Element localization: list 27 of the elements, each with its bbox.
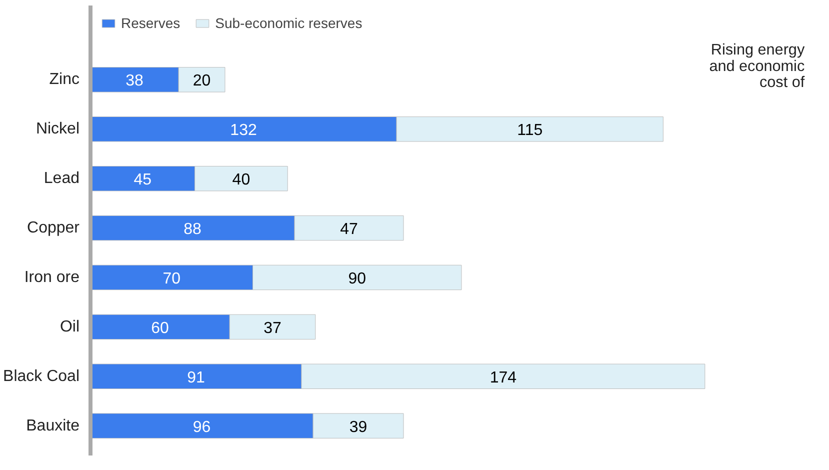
y-tick-label: Lead (44, 170, 80, 188)
y-tick-label: Bauxite (26, 417, 80, 434)
legend-label: Reserves (121, 15, 180, 31)
data-label: 91 (187, 369, 205, 386)
y-tick-label: Copper (27, 220, 80, 237)
data-label: 70 (162, 270, 181, 288)
y-tick-label: Zinc (49, 71, 80, 88)
y-tick-label: Oil (60, 318, 80, 336)
data-label: 38 (126, 72, 144, 90)
y-tick-label: Iron ore (24, 268, 80, 286)
data-label: 132 (230, 122, 257, 140)
data-label: 174 (490, 369, 517, 386)
data-label: 39 (349, 418, 368, 436)
data-label: 96 (192, 418, 211, 436)
data-label: 88 (184, 221, 202, 238)
data-label: 47 (340, 221, 358, 238)
data-label: 20 (192, 72, 211, 90)
data-label: 115 (517, 122, 543, 140)
data-label: 90 (348, 270, 366, 288)
data-label: 37 (264, 320, 282, 337)
text: Rising energy and economic cost of (709, 42, 806, 92)
data-label: 60 (151, 320, 170, 337)
y-tick-label: Nickel (36, 120, 80, 138)
y-tick-label: Black Coal (3, 368, 80, 385)
data-label: 45 (134, 172, 152, 189)
legend-label: Sub-economic reserves (215, 15, 362, 31)
data-label: 40 (232, 172, 250, 189)
